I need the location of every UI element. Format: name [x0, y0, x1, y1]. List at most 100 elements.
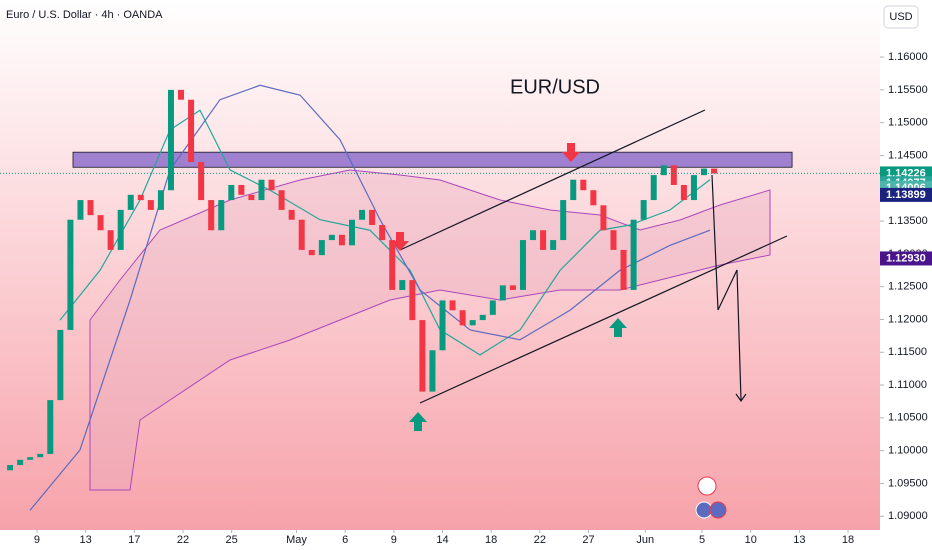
candle-body — [218, 200, 225, 231]
candle-body — [590, 190, 597, 206]
candle-body — [620, 249, 627, 290]
y-tick-label: 1.15000 — [888, 117, 928, 129]
y-tick-label: 1.09000 — [888, 510, 928, 522]
x-tick-label: 13 — [793, 534, 805, 546]
candle-body — [389, 240, 396, 290]
candle-body — [449, 300, 456, 311]
x-tick-label: 25 — [226, 534, 238, 546]
time-axis-background — [0, 530, 880, 550]
x-tick-label: 5 — [699, 534, 705, 546]
candle-body — [429, 350, 436, 392]
icons — [695, 476, 727, 519]
candle-body — [630, 219, 637, 290]
channel-upper — [399, 109, 706, 251]
x-tick-label: 9 — [391, 534, 397, 546]
y-tick-label: 1.10500 — [888, 412, 928, 424]
candle-body — [570, 179, 577, 201]
x-tick-label: 6 — [342, 534, 348, 546]
candle-body — [338, 234, 345, 246]
currency[interactable]: USD — [889, 11, 912, 23]
candle-body — [369, 209, 376, 225]
candle-body — [610, 230, 617, 250]
projection-head — [735, 393, 747, 403]
x-tick-label: 18 — [842, 534, 854, 546]
candle-body — [650, 175, 657, 201]
candle-body — [248, 194, 255, 201]
y-tick-label: 1.12000 — [888, 313, 928, 325]
candle-body — [419, 320, 426, 392]
candle-body — [399, 280, 406, 290]
candle-body — [37, 453, 44, 458]
candle-body — [530, 230, 537, 241]
candle-body — [147, 200, 154, 210]
y-tick-label: 1.12500 — [888, 281, 928, 293]
up-arrow — [409, 412, 427, 431]
up-arrow — [609, 318, 627, 337]
candle-body — [157, 190, 164, 210]
candle-body — [167, 89, 174, 191]
price-label-bg — [880, 251, 932, 266]
y-tick-label: 1.14500 — [888, 149, 928, 161]
candle-body — [308, 249, 315, 256]
arrows — [391, 143, 627, 431]
candle-body — [238, 184, 245, 195]
candle-body — [600, 205, 607, 231]
candle-body — [107, 230, 114, 250]
candle-body — [198, 162, 205, 201]
x-tick-label: 22 — [534, 534, 546, 546]
candle-body — [17, 459, 24, 466]
candle-body — [640, 200, 647, 220]
chart-title: Euro / U.S. Dollar · 4h · OANDA — [6, 9, 163, 21]
currency-button[interactable] — [883, 5, 919, 29]
candle-body — [469, 320, 476, 326]
event-icon — [697, 476, 717, 496]
indicator-line — [29, 84, 711, 511]
candle-body — [328, 234, 335, 241]
plot-background — [0, 0, 880, 530]
x-tick-label: 27 — [582, 534, 594, 546]
x-tick-label: 18 — [485, 534, 497, 546]
candle-body — [379, 224, 386, 241]
x-tick-label: 10 — [745, 534, 757, 546]
candle-body — [509, 285, 516, 290]
candle-body — [258, 179, 265, 201]
candle-body — [87, 200, 94, 216]
channel-lower — [419, 235, 788, 404]
y-tick-label: 1.15500 — [888, 84, 928, 96]
resistance-zone — [72, 151, 793, 168]
x-tick-label: 13 — [80, 534, 92, 546]
candle-body — [77, 200, 84, 220]
price-label-bg — [880, 187, 932, 202]
y-tick-label: 1.11000 — [888, 379, 927, 391]
y-tick-label: 1.13500 — [888, 215, 928, 227]
candle-body — [188, 99, 195, 163]
candle-body — [298, 219, 305, 250]
candle-body — [359, 209, 366, 220]
cloud — [89, 169, 771, 491]
down-arrow — [562, 143, 580, 162]
candle-body — [7, 465, 14, 471]
candle-body — [57, 329, 64, 401]
candle-body — [349, 219, 355, 246]
candle-body — [137, 194, 144, 201]
candle-body — [97, 215, 104, 231]
down-arrow — [391, 232, 409, 251]
candle-body — [580, 179, 587, 191]
data-layer — [0, 84, 880, 511]
candle-body — [439, 300, 446, 351]
annotation: EUR/USD — [510, 76, 600, 98]
candle-body — [459, 310, 466, 326]
candle-body — [208, 200, 215, 231]
candle-body — [479, 314, 486, 321]
candle-body — [540, 230, 547, 250]
candle-body — [67, 219, 74, 330]
candle-body — [178, 89, 185, 100]
candle-body — [519, 240, 526, 290]
x-tick-label: 22 — [177, 534, 189, 546]
candle-body — [550, 240, 557, 250]
x-tick-label: 17 — [128, 534, 140, 546]
candle-body — [127, 194, 134, 210]
y-tick-label: 1.11500 — [888, 346, 927, 358]
y-tick-label: 1.09500 — [888, 477, 928, 489]
